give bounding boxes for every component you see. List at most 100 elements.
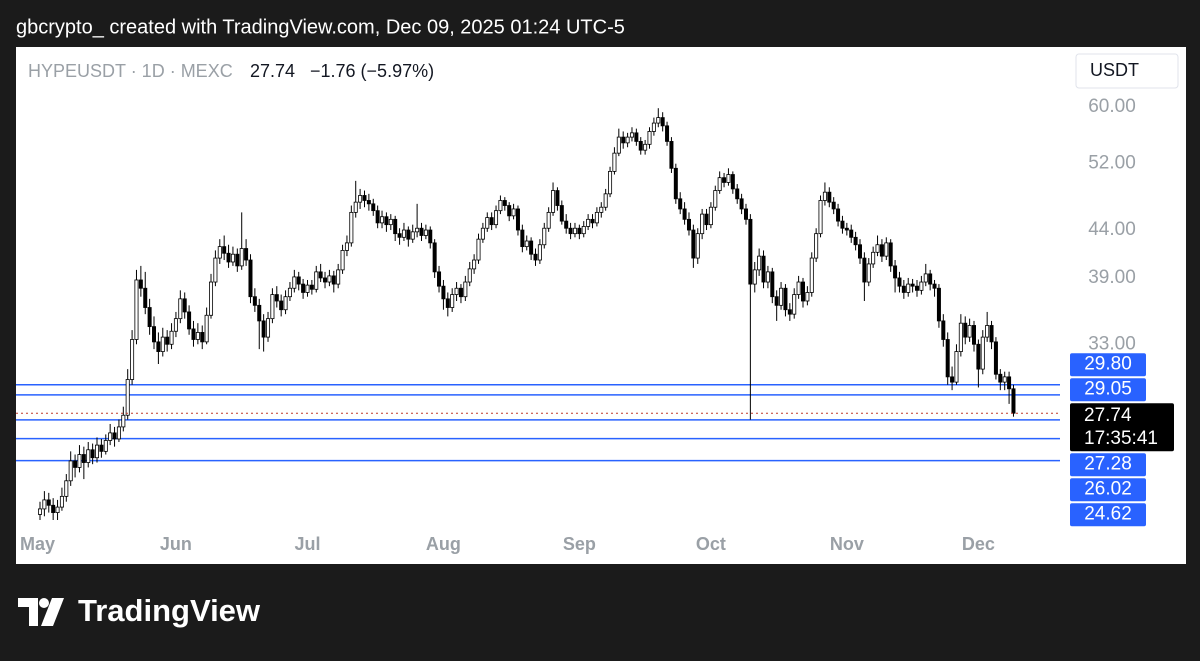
candle-body [932, 283, 937, 289]
candle-body [682, 208, 687, 220]
candle-body [423, 229, 428, 236]
candle-body [200, 332, 205, 343]
candle-body [809, 257, 814, 293]
candle-body [252, 296, 257, 306]
candle-body [235, 253, 240, 267]
candle-body [875, 244, 880, 253]
candle-body [169, 330, 174, 345]
x-tick-label: Nov [830, 534, 864, 554]
candle-body [331, 275, 336, 285]
credit: gbcrypto_ created with TradingView.com, … [16, 16, 625, 38]
candle-body [621, 136, 626, 144]
candle-body [270, 294, 275, 320]
candle-body [976, 343, 981, 370]
candle-body [99, 444, 104, 452]
candle-body [388, 218, 393, 226]
candle-body [831, 201, 836, 210]
candle-body [226, 252, 231, 263]
candle-body [603, 193, 608, 208]
candle-body [871, 251, 876, 265]
candle-body [419, 227, 424, 236]
candle-body [358, 195, 363, 203]
candle-body [529, 240, 534, 255]
candle-body [730, 174, 735, 190]
candle-body [125, 379, 130, 416]
candle-body [143, 287, 148, 308]
y-tick-label: 44.00 [1088, 219, 1136, 240]
chart-panel [16, 47, 1186, 564]
candle-body [498, 200, 503, 212]
candle-body [713, 190, 718, 208]
candle-body [901, 285, 906, 293]
candle-body [266, 318, 271, 338]
candle-body [884, 242, 889, 257]
candle-body [980, 336, 985, 370]
candle-body [371, 203, 376, 212]
candle-body [292, 276, 297, 289]
candle-body [814, 233, 819, 259]
candle-body [349, 211, 354, 244]
candle-body [244, 248, 249, 261]
candle-body [191, 328, 196, 340]
candle-body [160, 336, 165, 352]
candle-body [941, 320, 946, 340]
candle-body [187, 311, 192, 330]
logo-icon [18, 598, 64, 626]
candle-body [590, 218, 595, 224]
candle-body [366, 200, 371, 205]
candle-body [928, 273, 933, 285]
candle-body [336, 269, 341, 285]
candle-body [586, 218, 591, 227]
candle-body [972, 325, 977, 345]
candle-body [537, 244, 542, 261]
candle-body [533, 253, 538, 261]
candle-body [893, 265, 898, 279]
level-label: 24.62 [1084, 504, 1132, 525]
candle-body [572, 227, 577, 235]
candle-body [840, 220, 845, 229]
candle-body [906, 283, 911, 293]
candle-body [748, 218, 753, 285]
candle-body [989, 325, 994, 343]
candle-body [511, 208, 516, 217]
level-label: 26.02 [1084, 479, 1132, 500]
candle-body [594, 211, 599, 224]
candle-body [279, 300, 284, 311]
candle-body [686, 218, 691, 231]
candle-body [708, 206, 713, 226]
y-tick-label: 52.00 [1088, 153, 1136, 174]
candle-body [42, 499, 47, 510]
candle-body [437, 271, 442, 287]
candle-body [55, 506, 60, 513]
x-tick-label: Jun [160, 534, 192, 554]
candle-body [963, 322, 968, 338]
candle-body [248, 259, 253, 298]
candle-body [463, 281, 468, 298]
level-badge [1070, 353, 1146, 377]
candle-body [138, 279, 143, 289]
candle-body [327, 275, 332, 283]
candle-body [296, 276, 301, 285]
candle-body [204, 314, 209, 343]
candle-body [173, 318, 178, 332]
candle-body [669, 141, 674, 169]
candle-body [178, 298, 183, 320]
y-tick-label: 60.00 [1088, 96, 1136, 117]
currency-box[interactable] [1075, 53, 1179, 89]
candle-body [257, 304, 262, 322]
candle-body [397, 233, 402, 238]
price-change: −1.76 (−5.97%) [310, 61, 434, 81]
candle-body [765, 271, 770, 283]
candle-body [46, 499, 51, 506]
candle-body [700, 213, 705, 235]
candle-body [985, 325, 990, 338]
candle-body [616, 136, 621, 154]
candle-body [853, 236, 858, 246]
candle-body [625, 136, 630, 144]
level-badge [1070, 503, 1146, 527]
candle-body [287, 287, 292, 298]
candle-body [156, 341, 161, 352]
candle-body [301, 283, 306, 293]
candle-body [555, 190, 560, 206]
level-badge [1070, 378, 1146, 402]
